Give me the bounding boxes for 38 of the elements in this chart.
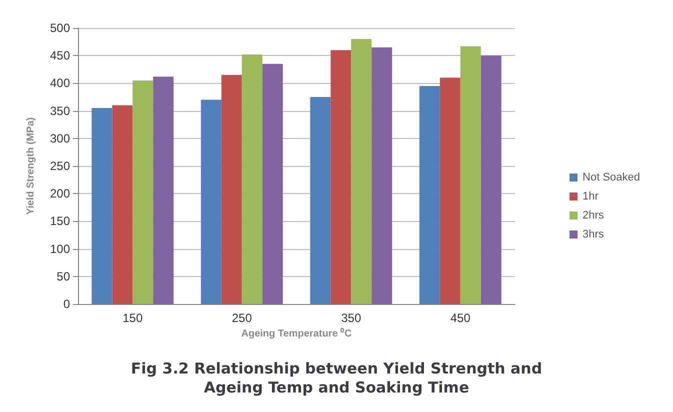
y-axis-title: Yield Strength (MPa) [26,117,36,215]
bar [440,78,460,304]
x-tick-label: 450 [450,311,471,325]
bar [242,54,262,304]
text: Fig 3.2 Relationship between Yield Strength and Ageing Temp and Soaking Time [130,360,542,396]
bar [112,105,133,304]
y-tick-label: 50 [56,269,70,284]
legend-label: 3hrs [582,228,604,240]
y-tick-label: 400 [50,76,70,90]
bar [372,47,392,304]
bar [153,76,174,304]
y-tick-label: 500 [50,21,70,35]
y-tick-label: 300 [50,131,70,146]
x-tick-label: 250 [232,311,252,325]
bar [200,100,222,304]
y-tick-label: 200 [50,186,70,201]
bar [480,56,502,304]
bar [221,74,242,304]
y-tick-label: 250 [50,159,70,173]
bar [310,97,331,304]
x-tick-label: 350 [341,311,362,325]
bar [262,64,283,304]
bar [351,39,372,304]
bar [132,80,154,304]
y-tick-label: 100 [50,242,70,256]
y-tick-label: 450 [50,48,70,63]
y-tick-label: 150 [50,214,70,228]
bar [330,50,352,304]
legend-label: Not Soaked [582,172,640,184]
y-tick-label: 0 [63,297,70,311]
legend-label: 2hrs [582,210,604,222]
bar [419,86,440,304]
x-axis-title: Ageing Temperature ⁰C [241,327,352,340]
bar [92,108,112,304]
legend-label: 1hr [582,190,599,202]
bar [460,46,481,304]
y-tick-label: 350 [50,104,70,118]
x-tick-label: 150 [122,311,143,325]
